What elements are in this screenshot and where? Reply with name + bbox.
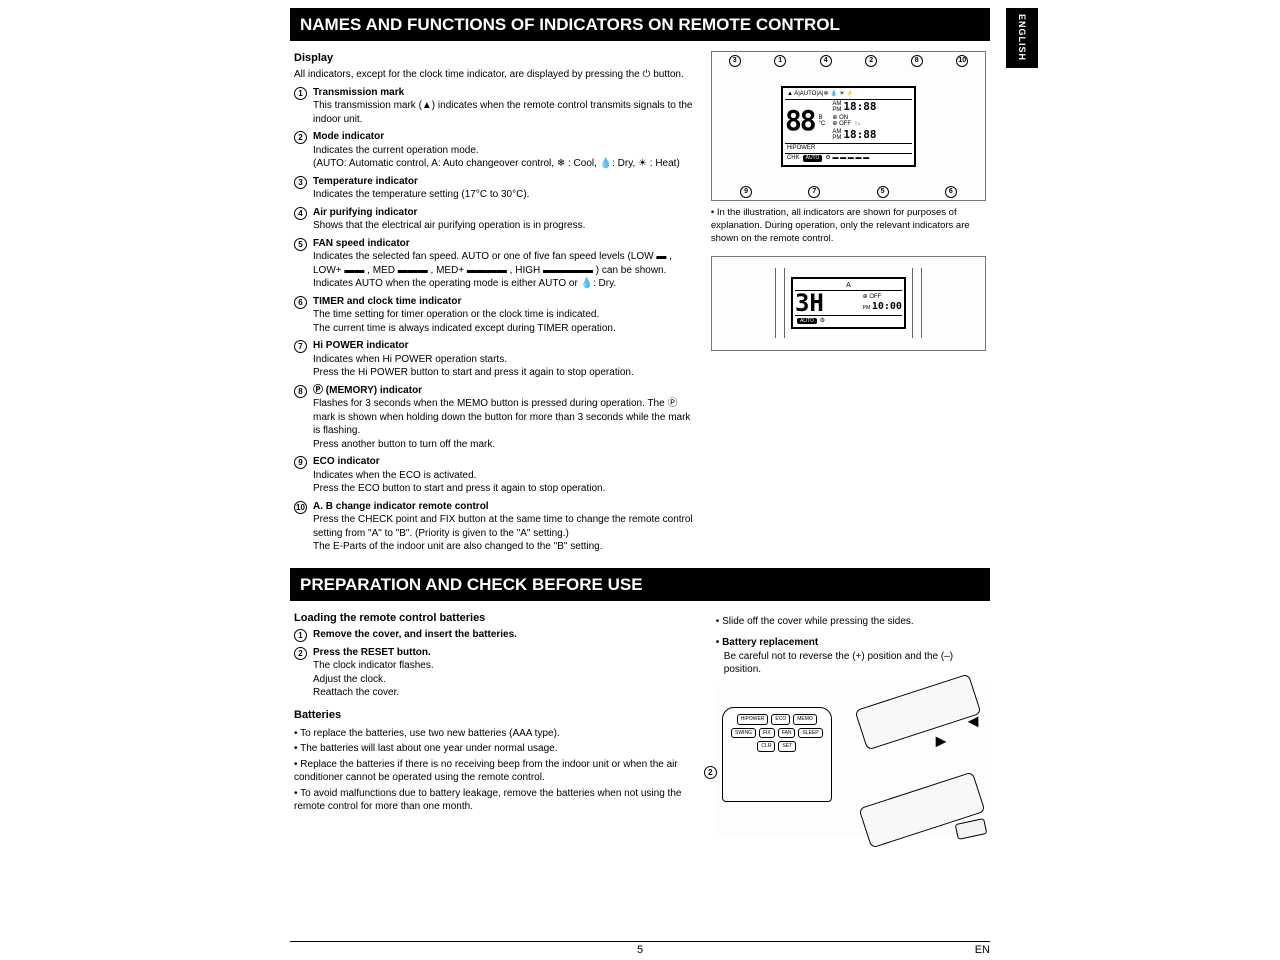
remote-button: CLR — [757, 741, 775, 752]
display-heading: Display — [294, 51, 693, 66]
number-badge: 2 — [294, 131, 307, 144]
remote-button: SWING — [731, 728, 756, 739]
arrow-icon: ► — [932, 729, 950, 753]
lcd-time2: 18:88 — [843, 128, 876, 143]
number-badge: 4 — [294, 207, 307, 220]
number-badge: 5 — [294, 238, 307, 251]
callout-badge: 4 — [820, 55, 832, 67]
indicator-title: Ⓟ (MEMORY) indicator — [313, 384, 693, 398]
indicator-item: 10 A. B change indicator remote controlPr… — [294, 500, 693, 554]
indicator-item: 3 Temperature indicatorIndicates the temp… — [294, 175, 693, 202]
arrow-icon: ◄ — [964, 709, 982, 733]
number-badge: 8 — [294, 385, 307, 398]
callout-badge: 5 — [877, 186, 889, 198]
battery-replacement-head: Battery replacement — [722, 637, 818, 648]
indicator-title: Hi POWER indicator — [313, 339, 693, 353]
callout-badge: 8 — [911, 55, 923, 67]
battery-note: To avoid malfunctions due to battery lea… — [294, 787, 686, 814]
lcd-diagram-small: A 3H ⊕ OFF PM 10:00 — [711, 256, 986, 351]
number-badge: 6 — [294, 296, 307, 309]
callout-badge: 3 — [729, 55, 741, 67]
batteries-heading: Batteries — [294, 708, 686, 723]
section1-content: Display All indicators, except for the c… — [290, 41, 990, 567]
section1-header: NAMES AND FUNCTIONS OF INDICATORS ON REM… — [290, 8, 990, 41]
remote-button: FIX — [759, 728, 775, 739]
remote-button: ECO — [771, 714, 790, 725]
remote-button: HiPOWER — [737, 714, 769, 725]
remote-button: MEMO — [793, 714, 817, 725]
diagram-caption: In the illustration, all indicators are … — [711, 207, 986, 245]
step2: Press the RESET button. — [313, 647, 431, 658]
lcd-diagram-main: 3 1 4 2 8 10 ▲ A|AUTO|A|❄ 💧 ☀ ⚡ 88 B °C AM PM… — [711, 51, 986, 201]
callout-badge: 7 — [808, 186, 820, 198]
number-badge: 3 — [294, 176, 307, 189]
language-tab: ENGLISH — [1006, 8, 1038, 68]
number-badge: 9 — [294, 456, 307, 469]
remote-body: HiPOWERECOMEMO SWINGFIXFANSLEEP CLRSET — [722, 707, 832, 802]
indicator-desc: Indicates when the ECO is activated. Pre… — [313, 469, 693, 496]
indicator-title: A. B change indicator remote control — [313, 500, 693, 514]
indicator-desc: Indicates the current operation mode. (A… — [313, 144, 693, 171]
indicator-item: 9 ECO indicatorIndicates when the ECO is … — [294, 455, 693, 496]
lcd2-temp: 3H — [795, 291, 824, 315]
battery-note: The batteries will last about one year u… — [294, 742, 686, 756]
indicator-item: 6 TIMER and clock time indicatorThe time … — [294, 295, 693, 336]
indicator-title: TIMER and clock time indicator — [313, 295, 693, 309]
battery-note: Replace the batteries if there is no rec… — [294, 758, 686, 785]
indicator-title: Air purifying indicator — [313, 206, 693, 220]
indicator-item: 7 Hi POWER indicatorIndicates when Hi POW… — [294, 339, 693, 380]
indicator-desc: Indicates when Hi POWER operation starts… — [313, 353, 693, 380]
indicator-desc: Indicates the temperature setting (17°C … — [313, 188, 693, 202]
lcd-icons-row: ▲ A|AUTO|A|❄ 💧 ☀ ⚡ — [785, 90, 912, 100]
indicator-desc: The time setting for timer operation or … — [313, 308, 693, 335]
callout-badge: 1 — [774, 55, 786, 67]
remote-button: SET — [778, 741, 796, 752]
lcd-screen: ▲ A|AUTO|A|❄ 💧 ☀ ⚡ 88 B °C AM PM 18:88 ⊕… — [781, 86, 916, 167]
lcd2-time: 10:00 — [872, 301, 902, 312]
remote-buttons: HiPOWERECOMEMO SWINGFIXFANSLEEP CLRSET — [729, 714, 825, 752]
remote-sketch-1 — [854, 673, 981, 750]
lcd-temp: 88 — [785, 107, 815, 135]
remote-button: FAN — [778, 728, 796, 739]
indicator-title: Mode indicator — [313, 130, 693, 144]
indicator-title: ECO indicator — [313, 455, 693, 469]
indicator-item: 4 Air purifying indicatorShows that the e… — [294, 206, 693, 233]
indicator-title: Temperature indicator — [313, 175, 693, 189]
indicator-item: 5 FAN speed indicatorIndicates the select… — [294, 237, 693, 291]
remote-button: SLEEP — [798, 728, 822, 739]
number-badge: 7 — [294, 340, 307, 353]
indicator-desc: Press the CHECK point and FIX button at … — [313, 513, 693, 554]
indicator-item: 1 Transmission markThis transmission mark… — [294, 86, 693, 127]
callout-badge: 9 — [740, 186, 752, 198]
number-badge: 10 — [294, 501, 307, 514]
indicator-item: 2 Mode indicatorIndicates the current ope… — [294, 130, 693, 171]
remote-diagram: 2 HiPOWERECOMEMOSWINGFIXFANSLEEPCLRSET ◄… — [716, 687, 986, 837]
page-footer: 5 EN — [290, 941, 990, 956]
indicator-title: Transmission mark — [313, 86, 693, 100]
callout-badge: 10 — [956, 55, 968, 67]
battery-note: To replace the batteries, use two new ba… — [294, 727, 686, 741]
step1: Remove the cover, and insert the batteri… — [313, 629, 517, 640]
indicator-list: 1 Transmission markThis transmission mark… — [294, 86, 693, 554]
indicator-desc: This transmission mark (▲) indicates whe… — [313, 99, 693, 126]
callout-badge: 6 — [945, 186, 957, 198]
manual-page: ENGLISH NAMES AND FUNCTIONS OF INDICATOR… — [290, 0, 990, 847]
indicator-item: 8 Ⓟ (MEMORY) indicatorFlashes for 3 secon… — [294, 384, 693, 452]
indicator-desc: Indicates the selected fan speed. AUTO o… — [313, 250, 693, 291]
number-badge: 1 — [294, 87, 307, 100]
page-number: 5 — [637, 944, 643, 956]
battery-cover-icon — [955, 818, 988, 840]
indicator-desc: Flashes for 3 seconds when the MEMO butt… — [313, 397, 693, 451]
indicator-title: FAN speed indicator — [313, 237, 693, 251]
section2-content: Loading the remote control batteries 1 R… — [290, 601, 990, 847]
display-intro: All indicators, except for the clock tim… — [294, 68, 693, 82]
callout-badge: 2 — [865, 55, 877, 67]
section2-header: PREPARATION AND CHECK BEFORE USE — [290, 568, 990, 601]
prep-heading: Loading the remote control batteries — [294, 611, 686, 626]
lcd-time1: 18:88 — [843, 100, 876, 115]
right-bullet1: Slide off the cover while pressing the s… — [716, 615, 986, 629]
indicator-desc: Shows that the electrical air purifying … — [313, 219, 693, 233]
footer-lang: EN — [975, 944, 990, 956]
batteries-list: To replace the batteries, use two new ba… — [294, 727, 686, 814]
